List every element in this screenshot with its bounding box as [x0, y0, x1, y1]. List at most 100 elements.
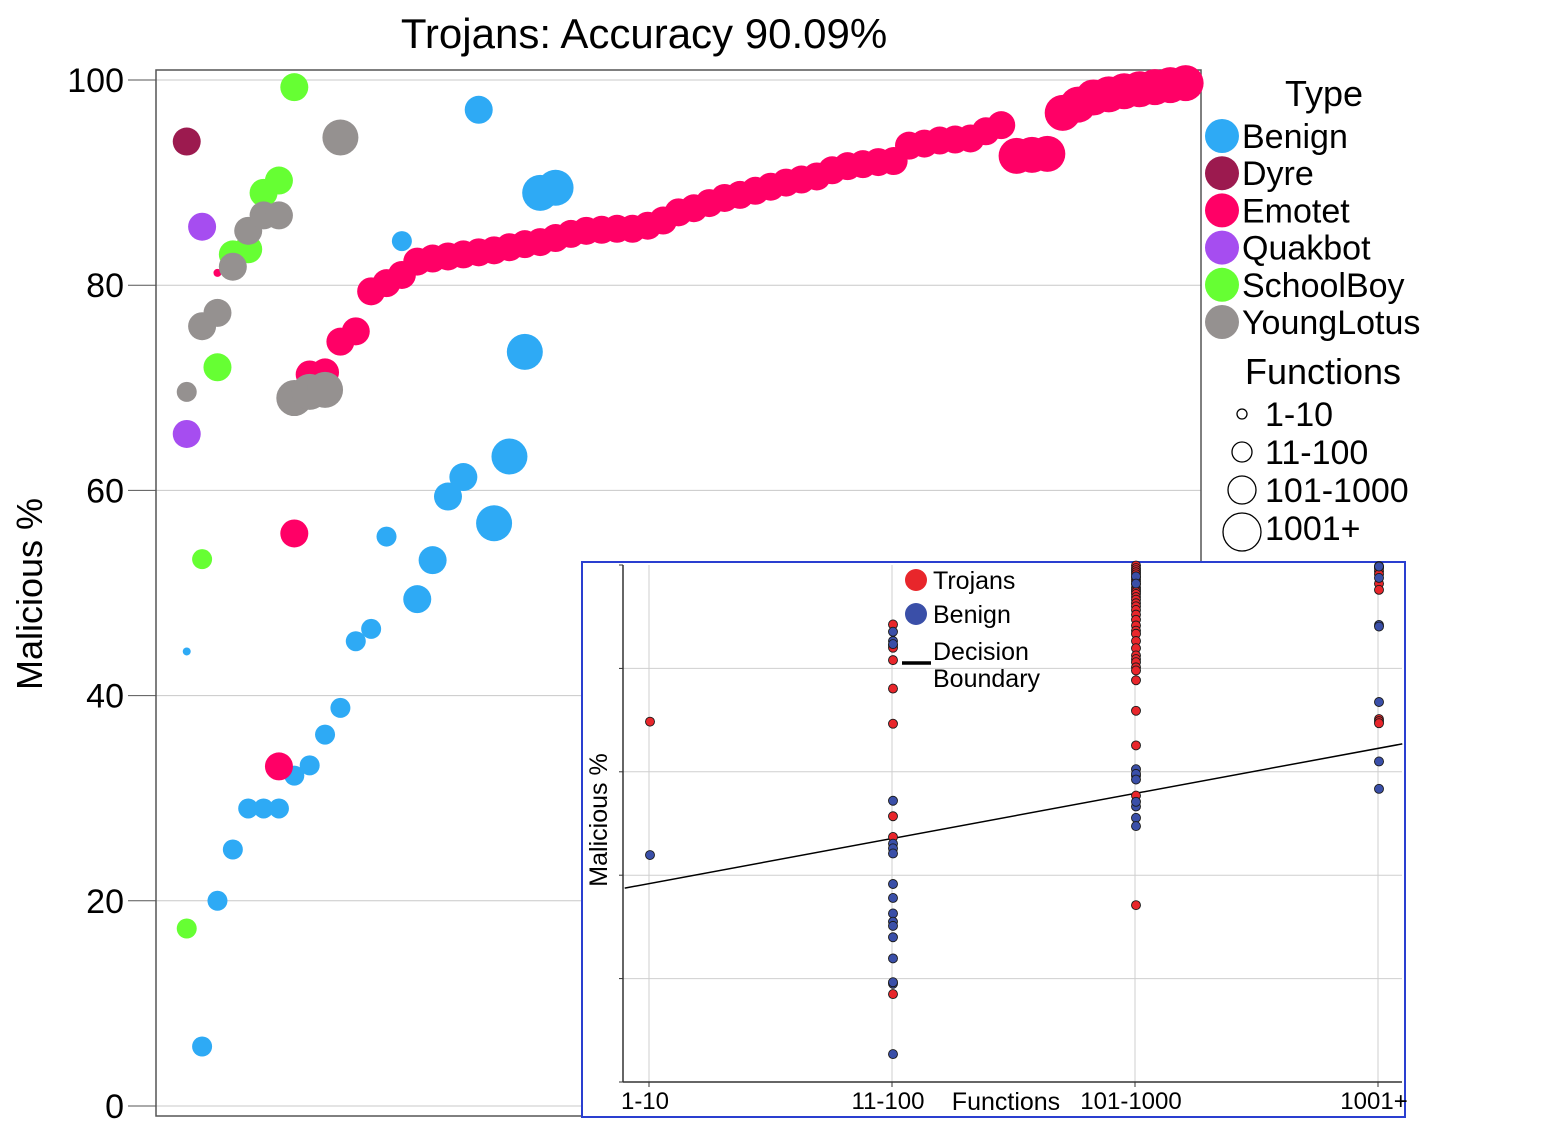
inset-point-benign-11-100-16	[888, 1049, 898, 1060]
point-quakbot-0	[172, 419, 201, 448]
inset-point-trojans-101-1000-32	[1131, 740, 1141, 751]
inset-point-benign-101-1000-1	[1131, 578, 1141, 589]
legend: Type BenignDyreEmotetQuakbotSchoolBoyYou…	[1205, 73, 1420, 552]
point-benign-9	[315, 724, 336, 745]
point-benign-19	[464, 95, 493, 124]
point-benign-17	[433, 482, 462, 511]
point-emotet-48	[987, 111, 1016, 140]
point-younglotus-9	[307, 371, 344, 408]
point-benign-4	[238, 798, 259, 819]
point-benign-13	[376, 526, 397, 547]
point-quakbot-1	[188, 212, 217, 241]
inset-point-benign-11-100-13	[888, 953, 898, 964]
point-schoolboy-2	[203, 353, 232, 382]
inset-point-benign-11-100-7	[888, 879, 898, 889]
point-benign-1	[192, 1036, 213, 1057]
inset-background	[581, 561, 1406, 1118]
inset-point-benign-1001-3	[1374, 621, 1384, 632]
inset-point-benign-1001-5	[1374, 756, 1384, 767]
inset-point-benign-1001-0	[1374, 561, 1384, 572]
point-benign-16	[418, 546, 447, 575]
inset-point-trojans-101-1000-29	[1131, 665, 1141, 676]
point-schoolboy-1	[192, 549, 213, 570]
point-emotet-51	[1029, 135, 1066, 172]
inset-point-benign-11-100-6	[888, 848, 898, 859]
point-benign-6	[268, 798, 289, 819]
inset-point-trojans-1-10-0	[645, 716, 655, 727]
inset-point-benign-101-1000-7	[1131, 796, 1141, 807]
tick-label-y-40: 40	[86, 678, 124, 716]
point-emotet-6	[341, 317, 370, 346]
inset-y-axis-label: Malicious %	[585, 753, 613, 886]
inset-tick-label-x-11-100: 11-100	[852, 1088, 925, 1115]
legend-marker-younglotus	[1205, 305, 1239, 339]
point-younglotus-0	[176, 381, 197, 402]
legend-label-quakbot: Quakbot	[1242, 230, 1371, 268]
point-benign-2	[207, 890, 228, 911]
point-schoolboy-6	[264, 166, 293, 195]
inset-point-benign-1001-4	[1374, 697, 1384, 707]
point-schoolboy-0	[176, 918, 197, 939]
inset-point-trojans-11-100-5	[888, 718, 898, 729]
inset-x-axis-label: Functions	[952, 1088, 1060, 1116]
point-younglotus-3	[218, 252, 247, 281]
main-chart: Trojans: Accuracy 90.09% 0 20 40 60 80 100 Ma…	[9, 10, 1204, 1124]
legend-size-marker-11-100	[1231, 441, 1253, 463]
chart-title: Trojans: Accuracy 90.09%	[401, 10, 887, 57]
inset-chart: Malicious % Functions 1-10 11-100 101-1000…	[581, 560, 1408, 1118]
inset-point-benign-11-100-15	[888, 977, 898, 988]
inset-gridlines	[623, 565, 1402, 1082]
inset-point-benign-101-1000-4	[1131, 774, 1141, 785]
legend-size-label-1-10: 1-10	[1265, 396, 1333, 434]
point-schoolboy-7	[280, 73, 309, 102]
tick-label-y-100: 100	[67, 62, 124, 100]
inset-legend-marker-trojans	[905, 569, 927, 591]
tick-label-y-80: 80	[86, 267, 124, 305]
inset-point-benign-11-100-0	[888, 626, 898, 637]
inset-point-trojans-11-100-8	[888, 989, 898, 1000]
inset-legend-label-decision-boundary-1: Boundary	[933, 665, 1041, 693]
inset-point-trojans-101-1000-35	[1131, 900, 1141, 911]
point-benign-15	[403, 585, 432, 614]
inset-point-benign-11-100-8	[888, 892, 898, 903]
point-benign-18	[449, 463, 478, 492]
tick-label-y-60: 60	[86, 472, 124, 510]
point-benign-0	[182, 647, 191, 656]
inset-point-benign-1001-1	[1374, 572, 1384, 583]
inset-point-trojans-1001-9	[1374, 718, 1384, 729]
inset-decision-boundary-line	[624, 743, 1403, 889]
inset-point-benign-1001-6	[1374, 783, 1384, 794]
inset-legend-label-trojans: Trojans	[933, 567, 1015, 595]
inset-data-points	[645, 560, 1384, 1060]
legend-type-entries: BenignDyreEmotetQuakbotSchoolBoyYoungLot…	[1205, 118, 1420, 342]
legend-size-marker-1-10	[1236, 408, 1248, 420]
point-benign-3	[222, 839, 243, 860]
inset-legend-label-benign: Benign	[933, 601, 1011, 629]
inset-point-trojans-101-1000-30	[1131, 675, 1141, 686]
point-benign-12	[361, 618, 382, 639]
inset-point-trojans-11-100-3	[888, 655, 898, 666]
legend-type-title: Type	[1285, 73, 1363, 114]
legend-size-label-101-1000: 101-1000	[1265, 472, 1409, 510]
legend-label-benign: Benign	[1242, 118, 1348, 156]
inset-point-benign-11-100-2	[888, 639, 898, 650]
legend-label-dyre: Dyre	[1242, 155, 1314, 193]
inset-point-benign-101-1000-8	[1131, 821, 1141, 832]
inset-legend-label-decision-boundary-0: Decision	[933, 638, 1029, 666]
legend-size-marker-1001	[1222, 512, 1262, 552]
inset-point-benign-1-10-0	[645, 850, 655, 860]
inset-tick-label-x-101-1000: 101-1000	[1080, 1088, 1181, 1115]
point-benign-20	[476, 505, 513, 542]
legend-label-emotet: Emotet	[1242, 192, 1350, 230]
inset-point-benign-11-100-11	[888, 920, 898, 931]
point-emotet-2	[280, 519, 309, 548]
inset-point-trojans-1001-6	[1374, 584, 1384, 595]
point-benign-8	[299, 755, 320, 776]
inset-point-benign-11-100-3	[888, 795, 898, 806]
inset-x-ticks: 1-10 11-100 101-1000 1001+	[621, 1082, 1408, 1115]
point-dyre-0	[172, 127, 201, 156]
point-benign-10	[330, 697, 351, 718]
legend-size-label-1001: 1001+	[1265, 510, 1361, 548]
